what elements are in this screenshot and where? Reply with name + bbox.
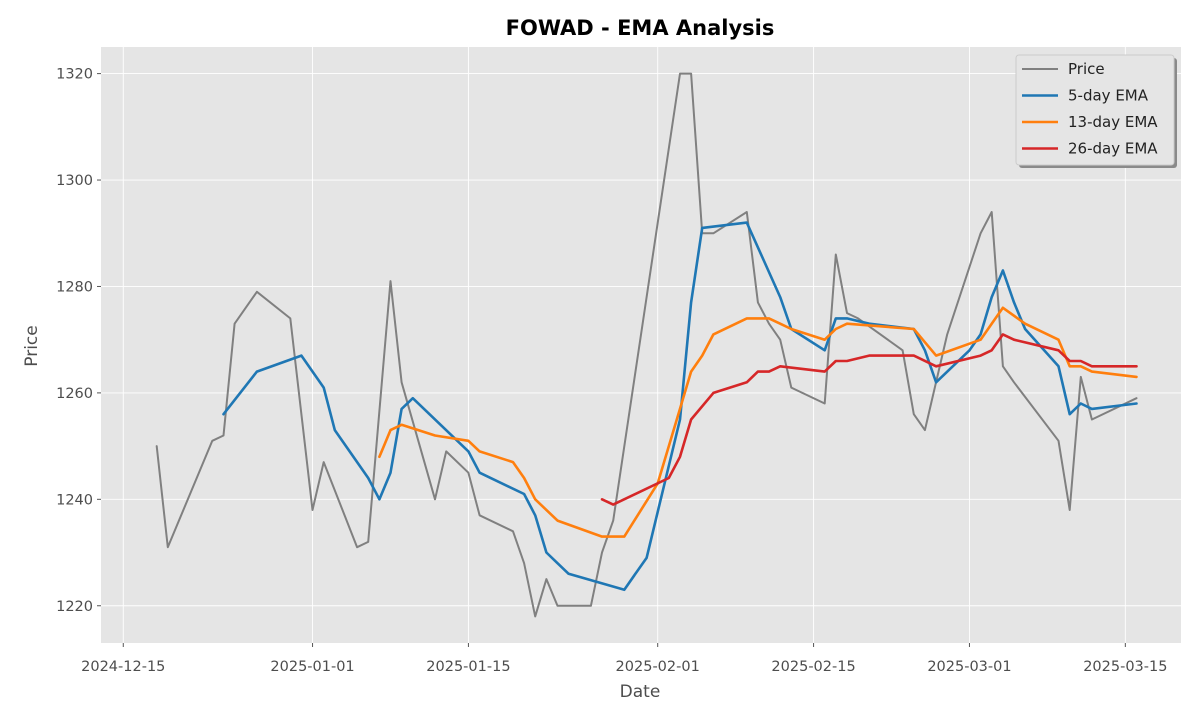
y-tick-label: 1220 bbox=[56, 599, 93, 615]
legend-label: 13-day EMA bbox=[1068, 113, 1158, 131]
y-axis-label: Price bbox=[22, 325, 42, 366]
x-tick-label: 2025-02-01 bbox=[616, 659, 700, 675]
y-tick-label: 1300 bbox=[56, 173, 93, 189]
legend-box bbox=[1015, 54, 1175, 166]
legend-label: Price bbox=[1068, 60, 1105, 78]
y-axis: 1220 1240 1260 1280 1300 1320 bbox=[56, 67, 101, 615]
y-tick-label: 1280 bbox=[56, 279, 93, 295]
legend-label: 5-day EMA bbox=[1068, 87, 1149, 105]
x-tick-label: 2025-03-15 bbox=[1083, 659, 1167, 675]
x-tick-label: 2025-01-15 bbox=[426, 659, 510, 675]
series-line-13-day-ema bbox=[378, 306, 1138, 538]
x-tick-label: 2025-03-01 bbox=[927, 659, 1011, 675]
series-line-26-day-ema bbox=[600, 333, 1138, 506]
y-tick-label: 1240 bbox=[56, 492, 93, 508]
x-tick-label: 2025-02-15 bbox=[771, 659, 855, 675]
x-tick-label: 2024-12-15 bbox=[81, 659, 165, 675]
y-tick-label: 1260 bbox=[56, 386, 93, 402]
series-line-price bbox=[155, 72, 1138, 618]
x-axis: 2024-12-15 2025-01-01 2025-01-15 2025-02-01… bbox=[81, 643, 1167, 675]
x-tick-label: 2025-01-01 bbox=[270, 659, 354, 675]
x-axis-label: Date bbox=[620, 682, 661, 702]
chart-title: FOWAD - EMA Analysis bbox=[506, 16, 775, 40]
legend-label: 26-day EMA bbox=[1068, 140, 1158, 158]
grid bbox=[101, 47, 1181, 643]
series-group bbox=[155, 72, 1138, 618]
series-line-5-day-ema bbox=[222, 221, 1138, 592]
legend: Price 5-day EMA 13-day EMA 26-day EMA bbox=[1015, 54, 1177, 168]
y-tick-label: 1320 bbox=[56, 67, 93, 83]
